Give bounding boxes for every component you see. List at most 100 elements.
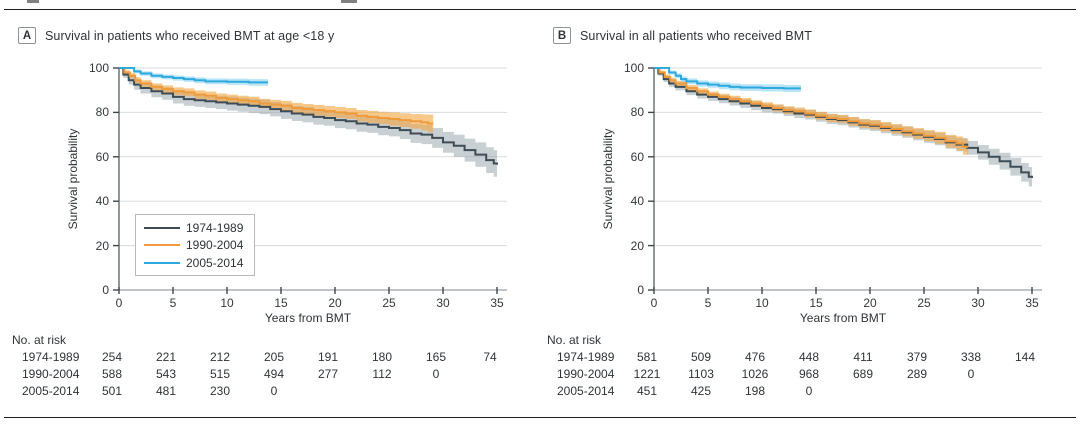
y-tick-label: 20: [630, 238, 644, 253]
panel-a-label-badge: A: [18, 27, 36, 44]
panel-b: B Survival in all patients who received …: [535, 0, 1080, 412]
panel-b-header: B Survival in all patients who received …: [553, 27, 812, 44]
legend-line-swatch: [144, 244, 180, 246]
panel-b-x-axis-label: Years from BMT: [799, 311, 887, 325]
series-line-2005-2014: [119, 67, 269, 84]
risk-value: 0: [805, 384, 813, 398]
y-tick-label: 40: [95, 194, 109, 209]
series-line-1974-1989: [654, 67, 1033, 178]
risk-value: 425: [690, 384, 712, 398]
risk-value: 494: [263, 367, 285, 381]
risk-value: 543: [155, 367, 177, 381]
y-tick-label: 20: [95, 238, 109, 253]
y-tick-label: 0: [102, 283, 109, 297]
risk-value: 379: [906, 350, 928, 364]
y-tick-label: 0: [637, 283, 644, 297]
risk-value: 451: [636, 384, 658, 398]
confidence-band-1990-2004: [654, 68, 969, 155]
x-tick-label: 30: [971, 296, 985, 310]
legend-label: 2005-2014: [186, 255, 244, 270]
risk-value: 254: [101, 350, 123, 364]
risk-row-label: 2005-2014: [557, 384, 615, 398]
risk-row-label: 1990-2004: [22, 367, 80, 381]
risk-value: 0: [967, 367, 975, 381]
y-tick-label: 80: [630, 105, 644, 120]
x-tick-label: 10: [755, 296, 769, 310]
x-tick-label: 35: [490, 296, 504, 310]
series-line-1990-2004: [119, 67, 434, 125]
figure-bottom-rule: [4, 417, 1076, 418]
risk-value: 411: [853, 350, 873, 364]
risk-value: 277: [317, 367, 339, 381]
legend-line-swatch: [144, 226, 180, 229]
legend-entry: 2005-2014: [144, 256, 254, 270]
panel-a-risk-table-title: No. at risk: [12, 333, 67, 347]
cropped-caption-fragment: [27, 0, 39, 3]
x-tick-label: 0: [650, 296, 658, 310]
panel-a: A Survival in patients who received BMT …: [0, 0, 545, 412]
y-tick-label: 80: [95, 105, 109, 120]
x-tick-label: 10: [220, 296, 234, 310]
risk-value: 180: [371, 350, 393, 364]
y-tick-label: 60: [630, 149, 644, 164]
risk-value: 448: [798, 350, 820, 364]
panel-a-x-axis-label: Years from BMT: [264, 311, 352, 325]
panel-b-label-badge: B: [553, 27, 571, 44]
x-tick-label: 5: [704, 296, 712, 310]
risk-value: 144: [1014, 350, 1036, 364]
x-tick-label: 15: [809, 296, 823, 310]
risk-value: 1221: [633, 367, 661, 381]
risk-value: 501: [101, 384, 123, 398]
x-tick-label: 0: [115, 296, 123, 310]
risk-row-label: 1990-2004: [557, 367, 615, 381]
panel-a-legend: 1974-1989 1990-2004 2005-2014: [135, 214, 255, 276]
series-line-1990-2004: [654, 67, 969, 148]
risk-value: 0: [270, 384, 278, 398]
x-tick-label: 20: [328, 296, 342, 310]
risk-value: 476: [744, 350, 766, 364]
figure-top-rule: [4, 9, 1076, 10]
risk-value: 1103: [688, 367, 714, 381]
series-line-2005-2014: [654, 67, 801, 90]
panel-b-title: Survival in all patients who received BM…: [580, 28, 812, 43]
risk-value: 221: [155, 350, 177, 364]
risk-value: 588: [101, 367, 123, 381]
x-tick-label: 25: [917, 296, 931, 310]
legend-entry: 1974-1989: [144, 221, 254, 235]
risk-value: 481: [155, 384, 177, 398]
risk-value: 165: [425, 350, 447, 364]
risk-value: 198: [744, 384, 766, 398]
x-tick-label: 20: [863, 296, 877, 310]
risk-value: 74: [483, 350, 497, 364]
confidence-band-2005-2014: [654, 68, 801, 92]
risk-value: 968: [798, 367, 820, 381]
panel-b-risk-table-title: No. at risk: [547, 333, 602, 347]
risk-value: 581: [636, 350, 658, 364]
risk-value: 230: [209, 384, 231, 398]
y-tick-label: 60: [95, 149, 109, 164]
x-tick-label: 5: [169, 296, 177, 310]
risk-value: 689: [852, 367, 874, 381]
panel-a-title: Survival in patients who received BMT at…: [45, 28, 335, 43]
panel-a-header: A Survival in patients who received BMT …: [18, 27, 334, 44]
confidence-band-1990-2004: [119, 68, 434, 133]
risk-row-label: 1974-1989: [22, 350, 80, 364]
y-tick-label: 40: [630, 194, 644, 209]
x-tick-label: 35: [1025, 296, 1039, 310]
legend-label: 1974-1989: [186, 220, 244, 235]
risk-value: 289: [906, 367, 928, 381]
confidence-band-1974-1989: [119, 68, 497, 178]
risk-value: 1026: [741, 367, 769, 381]
legend-entry: 1990-2004: [144, 238, 254, 252]
risk-value: 515: [209, 367, 231, 381]
legend-label: 1990-2004: [186, 238, 244, 252]
risk-row-label: 1974-1989: [557, 350, 615, 364]
risk-value: 212: [209, 350, 231, 364]
x-tick-label: 25: [382, 296, 396, 310]
risk-value: 338: [960, 350, 982, 364]
x-tick-label: 30: [436, 296, 450, 310]
risk-row-label: 2005-2014: [22, 384, 80, 398]
risk-value: 112: [372, 367, 392, 381]
y-tick-label: 100: [88, 61, 109, 75]
